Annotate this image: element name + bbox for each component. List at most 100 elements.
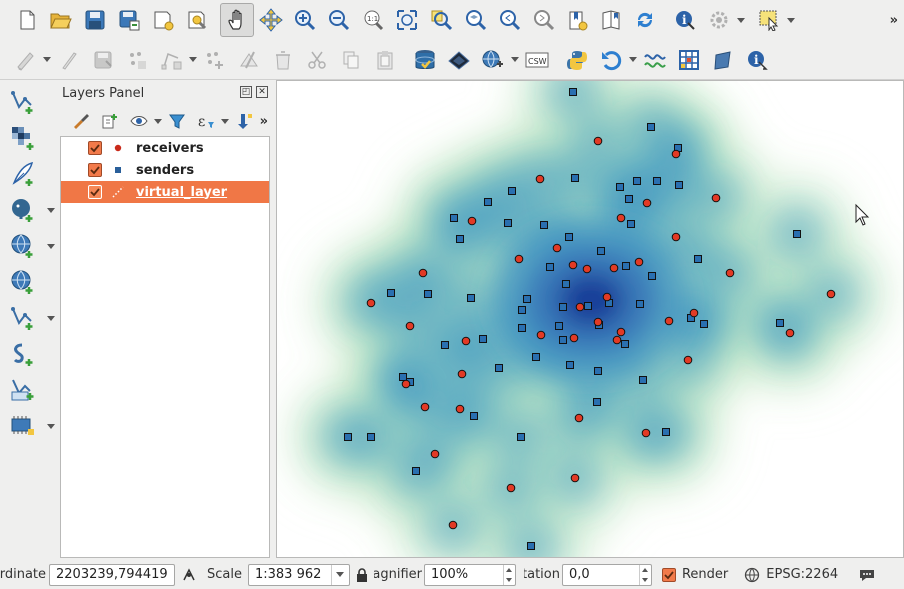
zoom-in-icon[interactable] [288,3,322,37]
postgis-dropdown-arrow[interactable] [46,193,56,227]
spin-up-icon[interactable] [642,567,649,572]
map-canvas[interactable] [276,80,904,558]
add-postgis-icon[interactable] [6,193,40,227]
zoom-to-layer-icon[interactable] [458,3,492,37]
filter-icon[interactable] [163,109,191,133]
vertex-tool-icon[interactable] [154,43,188,77]
zoom-out-icon[interactable] [322,3,356,37]
visibility-eye-icon[interactable] [125,109,153,133]
undo-dropdown-arrow[interactable] [628,43,638,77]
python-console-icon[interactable] [560,43,594,77]
layer-row-receivers[interactable]: receivers [61,137,269,159]
new-bookmark-icon[interactable] [560,3,594,37]
spin-down-icon[interactable] [642,577,649,582]
open-project-icon[interactable] [44,3,78,37]
new-project-icon[interactable] [10,3,44,37]
add-wcs-icon[interactable] [6,265,40,299]
layer-name: receivers [136,140,204,156]
pan-icon[interactable] [220,3,254,37]
show-bookmarks-icon[interactable] [594,3,628,37]
grid-icon[interactable] [672,43,706,77]
identify-icon[interactable]: i [668,3,702,37]
layers-toolbar-overflow[interactable]: » [259,113,268,129]
rotation-spinbox[interactable]: 0,0 [561,563,652,586]
add-delimited-text-icon[interactable] [6,157,40,191]
add-wms-icon[interactable] [6,229,40,263]
copy-features-icon[interactable] [334,43,368,77]
vertex-dropdown-arrow[interactable] [188,43,198,77]
delete-selected-icon[interactable] [266,43,300,77]
digitize-icon[interactable] [8,43,42,77]
add-vector-layer-icon[interactable] [6,85,40,119]
zoom-to-selection-icon[interactable] [424,3,458,37]
coordinate-field[interactable]: 2203239,794419 [49,563,175,586]
add-raster-layer-icon[interactable] [6,121,40,155]
toggle-editing-icon[interactable] [52,43,86,77]
db-manager-icon[interactable] [408,43,442,77]
layer-visibility-checkbox[interactable] [88,141,102,155]
toolbar-overflow-button[interactable]: » [889,12,898,28]
svg-text:i: i [754,53,759,67]
add-spatialite-icon[interactable] [6,337,40,371]
polygon-icon[interactable] [706,43,740,77]
move-feature-icon[interactable] [198,43,232,77]
render-checkbox[interactable] [661,567,676,582]
csw-icon[interactable]: CSW [520,43,554,77]
layer-row-virtual-layer[interactable]: virtual_layer [61,181,269,203]
crs-globe-icon[interactable] [742,565,762,585]
add-group-icon[interactable] [96,109,124,133]
info-icon[interactable]: i [740,43,774,77]
select-dropdown-arrow[interactable] [786,3,796,37]
sender-point [412,467,420,475]
undo-icon[interactable] [594,43,628,77]
pan-to-selection-icon[interactable] [254,3,288,37]
spin-down-icon[interactable] [506,577,513,582]
spin-up-icon[interactable] [506,567,513,572]
wms-dropdown-arrow[interactable] [510,43,520,77]
lock-scale-icon[interactable] [354,565,370,585]
zoom-native-icon[interactable]: 1:1 [356,3,390,37]
scale-dropdown-arrow[interactable] [330,564,349,585]
layer-row-senders[interactable]: senders [61,159,269,181]
paste-features-icon[interactable] [368,43,402,77]
extents-toggle-icon[interactable] [179,565,199,585]
crs-label[interactable]: EPSG:2264 [766,567,839,582]
virtual-layer-dropdown-arrow[interactable] [46,409,56,443]
expression-dropdown-arrow[interactable] [222,109,228,133]
action-icon[interactable] [702,3,736,37]
add-wfs-icon[interactable] [6,301,40,335]
style-brush-icon[interactable] [66,109,94,133]
new-print-layout-icon[interactable] [146,3,180,37]
expand-all-icon[interactable] [230,109,258,133]
zoom-full-icon[interactable] [390,3,424,37]
wfs-dropdown-arrow[interactable] [46,301,56,335]
cut-features-icon[interactable] [300,43,334,77]
save-as-icon[interactable] [112,3,146,37]
action-dropdown-arrow[interactable] [736,3,746,37]
close-panel-icon[interactable]: ✕ [256,86,268,98]
plugin-dark-icon[interactable] [442,43,476,77]
messages-icon[interactable] [856,565,878,585]
layout-manager-icon[interactable] [180,3,214,37]
digitize-dropdown-arrow[interactable] [42,43,52,77]
select-feature-icon[interactable] [752,3,786,37]
refresh-icon[interactable] [628,3,662,37]
magnifier-spinbox[interactable]: 100% [423,563,516,586]
save-project-icon[interactable] [78,3,112,37]
add-feature-icon[interactable] [120,43,154,77]
zoom-last-icon[interactable] [492,3,526,37]
wms-layer-dropdown-arrow[interactable] [46,229,56,263]
expression-filter-icon[interactable]: ε [192,109,220,133]
save-edits-icon[interactable] [86,43,120,77]
profile-icon[interactable] [638,43,672,77]
zoom-next-icon[interactable] [526,3,560,37]
visibility-dropdown-arrow[interactable] [155,109,161,133]
scale-combobox[interactable]: 1:383 962 [247,563,350,586]
layer-visibility-checkbox[interactable] [88,185,102,199]
add-virtual-layer-icon[interactable] [6,409,40,443]
wms-icon[interactable] [476,43,510,77]
split-feature-icon[interactable] [232,43,266,77]
new-shapefile-icon[interactable] [6,373,40,407]
float-panel-icon[interactable]: ◰ [240,86,252,98]
layer-visibility-checkbox[interactable] [88,163,102,177]
